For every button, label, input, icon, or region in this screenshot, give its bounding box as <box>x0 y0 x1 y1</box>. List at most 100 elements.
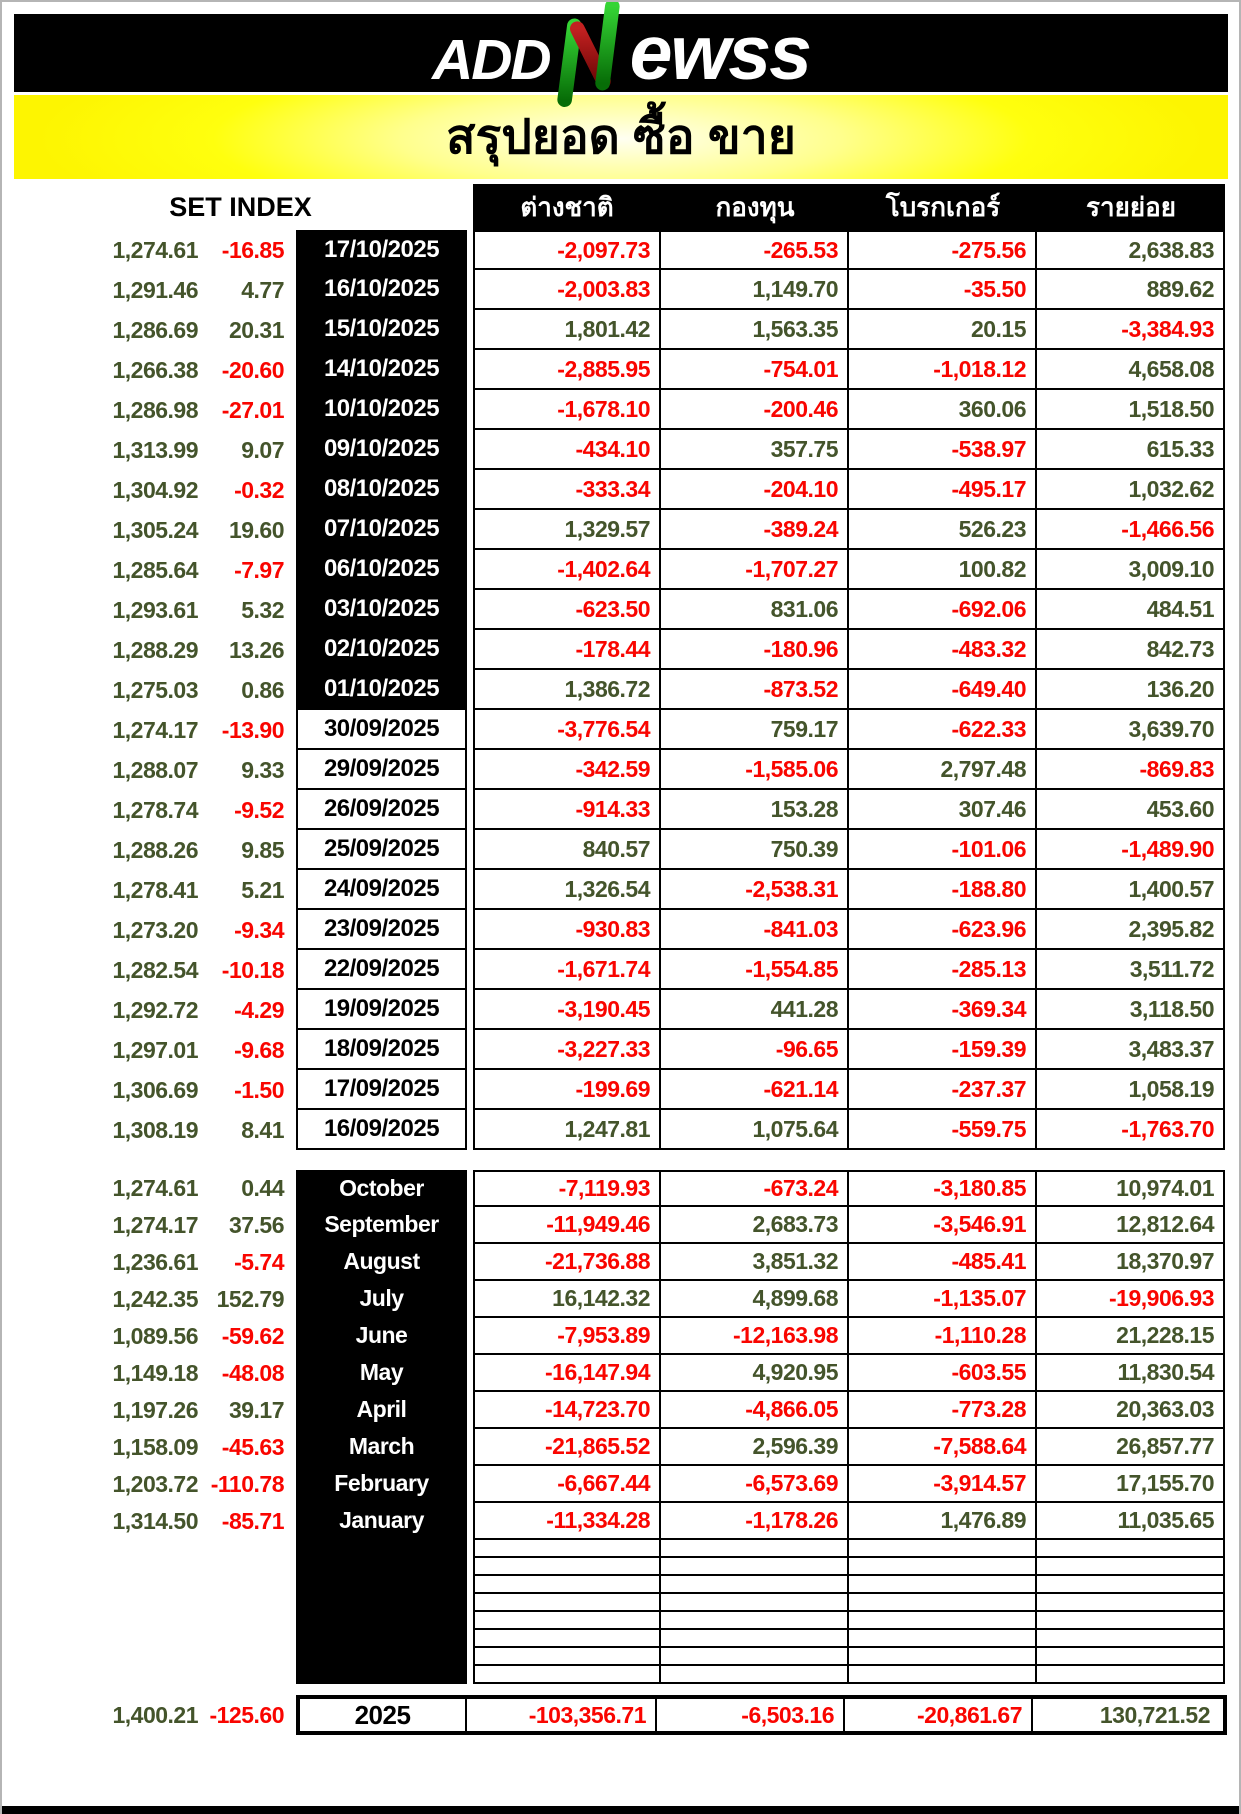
set-index-change: -125.60 <box>209 1701 284 1728</box>
set-index-value <box>14 1558 204 1576</box>
fund-total: -6,503.16 <box>655 1699 843 1731</box>
fund-value: -96.65 <box>661 1030 849 1070</box>
retail-value: 26,857.77 <box>1037 1429 1225 1466</box>
fund-value: -2,538.31 <box>661 870 849 910</box>
foreign-value <box>473 1612 661 1630</box>
broker-value: -3,546.91 <box>849 1207 1037 1244</box>
set-index-value: 1,285.64 <box>112 556 198 583</box>
retail-value: -1,466.56 <box>1037 510 1225 550</box>
retail-value: 4,658.08 <box>1037 350 1225 390</box>
foreign-value: 1,329.57 <box>473 510 661 550</box>
foreign-value: -2,097.73 <box>473 230 661 270</box>
retail-value <box>1037 1540 1225 1558</box>
fund-value: -673.24 <box>661 1170 849 1207</box>
foreign-value: -342.59 <box>473 750 661 790</box>
table-row: 1,305.24 19.60 07/10/2025 1,329.57 -389.… <box>14 510 1228 550</box>
table-row <box>14 1576 1228 1594</box>
set-index-value <box>14 1630 204 1648</box>
set-index-value: 1,275.03 <box>112 676 198 703</box>
fund-value <box>661 1594 849 1612</box>
table-row <box>14 1630 1228 1648</box>
table-row: 1,197.26 39.17 April -14,723.70 -4,866.0… <box>14 1392 1228 1429</box>
table-row: 1,286.69 20.31 15/10/2025 1,801.42 1,563… <box>14 310 1228 350</box>
table-row: 1,282.54 -10.18 22/09/2025 -1,671.74 -1,… <box>14 950 1228 990</box>
set-index-value: 1,273.20 <box>112 916 198 943</box>
foreign-value: 1,386.72 <box>473 670 661 710</box>
fund-value: 1,563.35 <box>661 310 849 350</box>
foreign-value: -2,003.83 <box>473 270 661 310</box>
broker-value: 307.46 <box>849 790 1037 830</box>
broker-value: -485.41 <box>849 1244 1037 1281</box>
broker-value: -1,135.07 <box>849 1281 1037 1318</box>
retail-total: 130,721.52 <box>1031 1699 1219 1731</box>
set-index-change: -9.34 <box>234 916 284 943</box>
table-row <box>14 1612 1228 1630</box>
foreign-value: -1,402.64 <box>473 550 661 590</box>
date-cell: 14/10/2025 <box>296 350 467 390</box>
section-spacer <box>14 1150 1228 1170</box>
set-index-change: -0.32 <box>234 476 284 503</box>
set-index-value <box>14 1612 204 1630</box>
broker-total: -20,861.67 <box>843 1699 1031 1731</box>
foreign-value: -11,949.46 <box>473 1207 661 1244</box>
broker-value: -495.17 <box>849 470 1037 510</box>
set-index-value: 1,149.18 <box>112 1360 198 1386</box>
set-index-value: 1,278.74 <box>112 796 198 823</box>
fund-value: 441.28 <box>661 990 849 1030</box>
fund-value: 2,683.73 <box>661 1207 849 1244</box>
set-index-value <box>14 1666 204 1684</box>
set-index-value: 1,274.61 <box>112 236 198 263</box>
set-index-value: 1,282.54 <box>112 956 198 983</box>
set-index-value: 1,288.29 <box>112 636 198 663</box>
set-index-change: -85.71 <box>221 1508 285 1534</box>
table-row <box>14 1594 1228 1612</box>
set-index-change <box>204 1630 284 1648</box>
set-index-value: 1,286.98 <box>112 396 198 423</box>
foreign-value: 16,142.32 <box>473 1281 661 1318</box>
retail-value: -19,906.93 <box>1037 1281 1225 1318</box>
summary-table: SET INDEX ต่างชาติ กองทุน โบรกเกอร์ รายย… <box>14 184 1228 1735</box>
table-row: 1,306.69 -1.50 17/09/2025 -199.69 -621.1… <box>14 1070 1228 1110</box>
foreign-value: -7,953.89 <box>473 1318 661 1355</box>
fund-value: 831.06 <box>661 590 849 630</box>
date-cell: 16/10/2025 <box>296 270 467 310</box>
date-cell: 30/09/2025 <box>296 710 467 750</box>
broker-value <box>849 1612 1037 1630</box>
year-label: 2025 <box>300 1699 467 1731</box>
set-index-value <box>14 1648 204 1666</box>
set-index-value <box>14 1540 204 1558</box>
date-cell: 23/09/2025 <box>296 910 467 950</box>
broker-value: 526.23 <box>849 510 1037 550</box>
broker-value: -275.56 <box>849 230 1037 270</box>
fund-value: -873.52 <box>661 670 849 710</box>
broker-value: -559.75 <box>849 1110 1037 1150</box>
section-spacer <box>14 1684 1228 1695</box>
fund-value: -200.46 <box>661 390 849 430</box>
foreign-value <box>473 1648 661 1666</box>
foreign-value <box>473 1594 661 1612</box>
retail-value: 842.73 <box>1037 630 1225 670</box>
set-index-value <box>14 1576 204 1594</box>
retail-value: 1,400.57 <box>1037 870 1225 910</box>
table-row: 1,089.56 -59.62 June -7,953.89 -12,163.9… <box>14 1318 1228 1355</box>
broker-value: 20.15 <box>849 310 1037 350</box>
broker-value: 2,797.48 <box>849 750 1037 790</box>
set-index-change: 0.44 <box>241 1175 284 1201</box>
set-index-value: 1,278.41 <box>112 876 198 903</box>
fund-value: 153.28 <box>661 790 849 830</box>
retail-value: 18,370.97 <box>1037 1244 1225 1281</box>
fund-value: 2,596.39 <box>661 1429 849 1466</box>
set-index-change: 9.33 <box>241 756 284 783</box>
set-index-change: 19.60 <box>228 516 285 543</box>
date-cell: 03/10/2025 <box>296 590 467 630</box>
set-index-change: -48.08 <box>221 1360 285 1386</box>
date-cell: 01/10/2025 <box>296 670 467 710</box>
broker-value: -1,110.28 <box>849 1318 1037 1355</box>
date-cell <box>296 1594 467 1612</box>
page-title: สรุปยอด ซื้อ ขาย <box>446 111 796 164</box>
fund-value: -1,554.85 <box>661 950 849 990</box>
column-header-retail: รายย่อย <box>1037 184 1225 230</box>
retail-value: 136.20 <box>1037 670 1225 710</box>
set-index-change: 37.56 <box>228 1212 285 1238</box>
broker-value: -622.33 <box>849 710 1037 750</box>
